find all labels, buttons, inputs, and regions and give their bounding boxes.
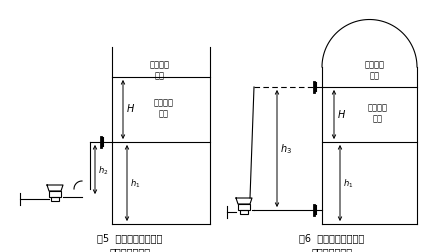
Text: $H$: $H$ [126,102,135,114]
Text: $H$: $H$ [337,107,346,119]
Text: 安装方式应用五: 安装方式应用五 [109,246,151,252]
Bar [238,204,250,210]
Bar [240,210,248,214]
Text: 最低测量
液位: 最低测量 液位 [368,103,388,123]
Text: $h_2$: $h_2$ [98,164,108,176]
Text: 最高测量
液位: 最高测量 液位 [365,60,385,80]
Bar [51,197,59,201]
Text: $h_1$: $h_1$ [343,177,353,190]
Text: 图6  双法兰差压变送器: 图6 双法兰差压变送器 [299,232,365,242]
Text: 图5  双法兰差压变送器: 图5 双法兰差压变送器 [97,232,163,242]
Text: $h_3$: $h_3$ [280,142,292,156]
Text: 最低测量
液位: 最低测量 液位 [154,98,174,118]
Bar [49,191,61,197]
Text: 安装方式应用六: 安装方式应用六 [311,246,353,252]
Text: $h_1$: $h_1$ [130,177,140,190]
Text: 最高测量
液位: 最高测量 液位 [150,60,170,80]
